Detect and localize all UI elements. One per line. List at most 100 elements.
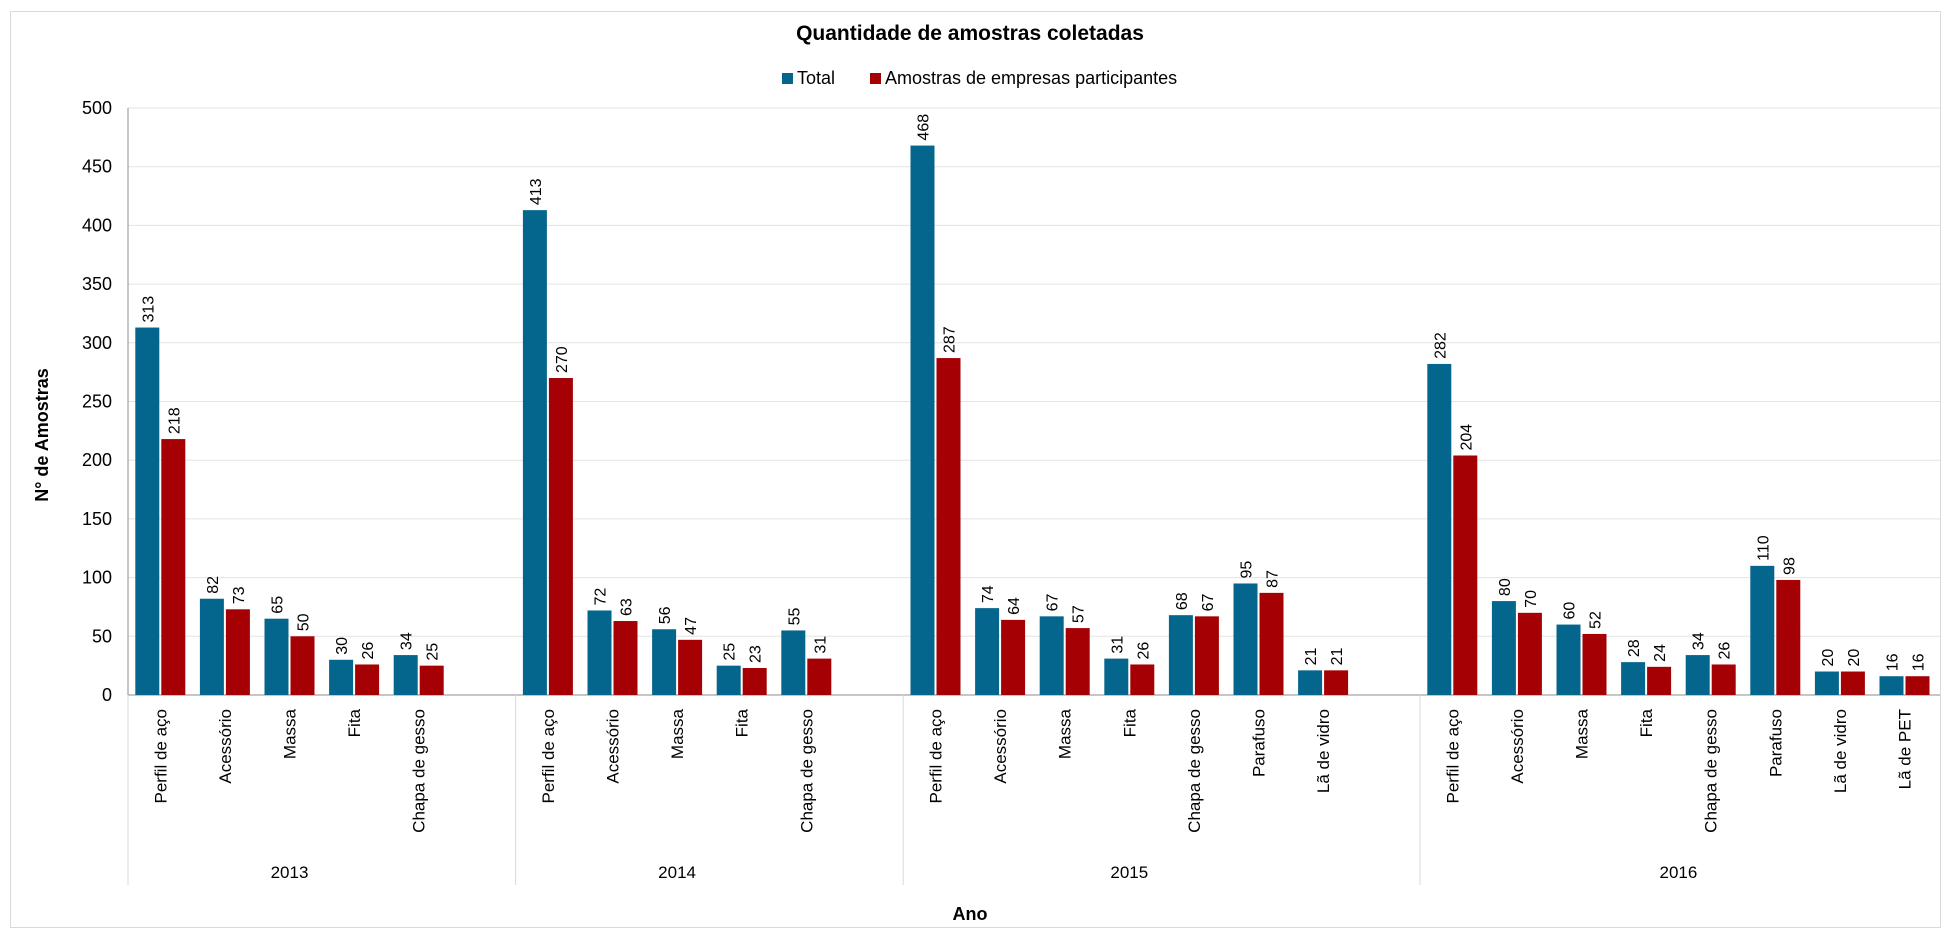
- legend-swatch-total: [782, 73, 793, 84]
- data-label-total: 56: [657, 606, 674, 624]
- category-label: Massa: [668, 708, 687, 759]
- bar-total: [652, 629, 677, 695]
- bar-participantes: [548, 378, 573, 695]
- data-label-participantes: 64: [1006, 597, 1023, 615]
- data-label-total: 282: [1432, 332, 1449, 359]
- bar-total: [264, 618, 289, 695]
- data-label-participantes: 47: [683, 617, 700, 635]
- category-label: Lã de PET: [1896, 709, 1915, 789]
- bar-participantes: [1840, 671, 1865, 695]
- data-label-total: 68: [1174, 592, 1191, 610]
- category-label: Acessório: [604, 709, 623, 784]
- bar-participantes: [355, 664, 380, 695]
- bar-total: [910, 145, 935, 695]
- category-label: Acessório: [216, 709, 235, 784]
- data-label-total: 72: [593, 588, 610, 606]
- bar-participantes: [1259, 592, 1284, 695]
- data-label-participantes: 287: [942, 326, 959, 353]
- y-tick-label: 100: [82, 568, 112, 588]
- bar-total: [135, 327, 160, 695]
- bar-total: [781, 630, 806, 695]
- category-label: Parafuso: [1250, 709, 1269, 777]
- category-label: Parafuso: [1766, 709, 1785, 777]
- bar-total: [199, 598, 224, 695]
- data-label-total: 60: [1562, 602, 1579, 620]
- bar-total: [1556, 624, 1581, 695]
- bar-total: [975, 608, 1000, 695]
- y-tick-label: 500: [82, 98, 112, 118]
- data-label-total: 80: [1497, 578, 1514, 596]
- chart-frame: [10, 11, 1941, 928]
- data-label-total: 34: [399, 632, 416, 650]
- bar-participantes: [1776, 579, 1801, 695]
- bar-participantes: [1517, 612, 1542, 695]
- category-label: Fita: [1120, 708, 1139, 737]
- y-tick-label: 250: [82, 392, 112, 412]
- data-label-participantes: 98: [1781, 557, 1798, 575]
- category-label: Chapa de gesso: [1185, 709, 1204, 833]
- category-label: Massa: [1056, 708, 1075, 759]
- category-label: Acessório: [1508, 709, 1527, 784]
- bar-participantes: [1711, 664, 1736, 695]
- data-label-participantes: 87: [1265, 570, 1282, 588]
- category-label: Fita: [1637, 708, 1656, 737]
- bar-total: [522, 210, 547, 695]
- category-label: Lã de vidro: [1831, 709, 1850, 793]
- y-tick-label: 300: [82, 333, 112, 353]
- y-axis-title: N° de Amostras: [32, 368, 52, 502]
- y-tick-label: 400: [82, 215, 112, 235]
- bar-total: [1750, 565, 1775, 695]
- bar-participantes: [161, 439, 186, 695]
- bar-total: [1814, 671, 1839, 695]
- bar-total: [1621, 662, 1646, 695]
- year-label: 2016: [1659, 863, 1697, 882]
- bar-participantes: [225, 609, 250, 695]
- bar-participantes: [1453, 455, 1478, 695]
- data-label-participantes: 218: [166, 407, 183, 434]
- category-label: Lã de vidro: [1314, 709, 1333, 793]
- data-label-total: 65: [270, 596, 287, 614]
- bar-total: [1298, 670, 1323, 695]
- category-label: Chapa de gesso: [410, 709, 429, 833]
- data-label-participantes: 270: [554, 346, 571, 373]
- legend-label-total: Total: [797, 68, 835, 88]
- bar-participantes: [936, 358, 961, 695]
- bar-participantes: [613, 621, 638, 695]
- y-tick-label: 0: [102, 685, 112, 705]
- bar-total: [1427, 363, 1452, 695]
- data-label-participantes: 73: [231, 586, 248, 604]
- labels: 0 50 100 150 200 250 300 350 400 450 500 313 218 Perf…: [82, 98, 1928, 882]
- chart-title: Quantidade de amostras coletadas: [796, 22, 1144, 45]
- data-label-total: 28: [1626, 639, 1643, 657]
- y-tick-label: 150: [82, 509, 112, 529]
- category-label: Acessório: [991, 709, 1010, 784]
- data-label-participantes: 16: [1911, 653, 1928, 671]
- bar-participantes: [1001, 619, 1026, 695]
- x-axis-title: Ano: [953, 904, 988, 924]
- bar-participantes: [1647, 666, 1672, 695]
- data-label-total: 313: [140, 296, 157, 323]
- legend-label-participantes: Amostras de empresas participantes: [885, 68, 1177, 88]
- category-label: Massa: [281, 708, 300, 759]
- y-tick-label: 450: [82, 157, 112, 177]
- data-label-participantes: 52: [1588, 611, 1605, 629]
- data-label-participantes: 20: [1846, 649, 1863, 667]
- data-label-participantes: 25: [425, 643, 442, 661]
- gridlines: [127, 107, 1940, 885]
- data-label-total: 67: [1045, 593, 1062, 611]
- bar-participantes: [1130, 664, 1155, 695]
- bar-participantes: [678, 639, 703, 695]
- bars: [135, 145, 1930, 695]
- data-label-participantes: 26: [360, 642, 377, 660]
- data-label-total: 16: [1885, 653, 1902, 671]
- bar-total: [1168, 615, 1193, 695]
- category-label: Fita: [345, 708, 364, 737]
- data-label-total: 25: [722, 643, 739, 661]
- category-label: Chapa de gesso: [797, 709, 816, 833]
- data-label-total: 110: [1755, 535, 1772, 561]
- data-label-total: 74: [980, 585, 997, 603]
- bar-total: [1879, 676, 1904, 695]
- data-label-total: 30: [334, 637, 351, 655]
- data-label-participantes: 26: [1717, 642, 1734, 660]
